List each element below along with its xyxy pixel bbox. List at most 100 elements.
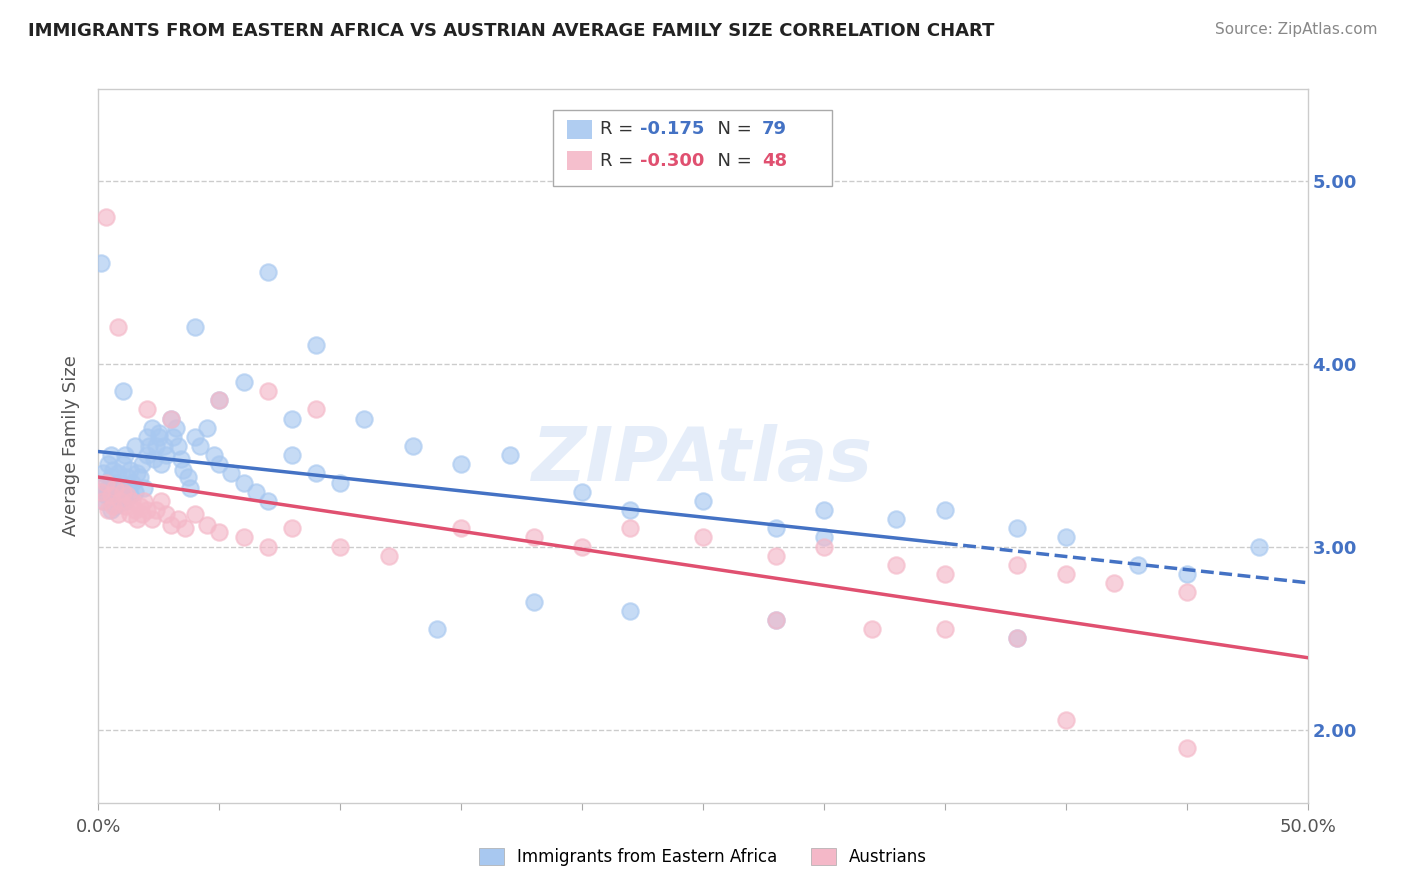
Point <box>692 531 714 545</box>
Point <box>91 467 114 481</box>
Text: R =: R = <box>600 120 640 138</box>
Point <box>498 448 520 462</box>
Point <box>101 488 124 502</box>
Point <box>150 494 173 508</box>
Text: 79: 79 <box>762 120 787 138</box>
Point <box>184 320 207 334</box>
Point <box>179 481 201 495</box>
Point <box>114 494 136 508</box>
Point <box>523 531 546 545</box>
Point <box>1175 585 1198 599</box>
Point <box>281 448 304 462</box>
Point <box>134 494 156 508</box>
Point <box>90 484 112 499</box>
Point <box>232 475 254 490</box>
Point <box>108 475 131 490</box>
Point <box>117 488 139 502</box>
Point <box>148 426 170 441</box>
Point <box>208 393 231 408</box>
Point <box>111 484 134 499</box>
Point <box>108 494 131 508</box>
Point <box>184 507 207 521</box>
Point <box>1175 567 1198 582</box>
Point <box>135 430 157 444</box>
Point <box>169 451 191 466</box>
Y-axis label: Average Family Size: Average Family Size <box>62 356 80 536</box>
Point <box>245 484 267 499</box>
Point <box>281 411 304 425</box>
Point <box>155 448 177 462</box>
Point <box>1249 540 1271 554</box>
Point <box>100 503 122 517</box>
Point <box>143 451 166 466</box>
Point <box>377 549 399 563</box>
Text: ZIPAtlas: ZIPAtlas <box>533 424 873 497</box>
Point <box>101 500 124 514</box>
Point <box>305 402 328 417</box>
Point <box>104 481 127 495</box>
Point <box>221 467 243 481</box>
Point <box>1007 558 1029 572</box>
Point <box>145 503 167 517</box>
Point <box>167 439 190 453</box>
Point <box>204 448 226 462</box>
Point <box>813 531 835 545</box>
Point <box>94 488 117 502</box>
Point <box>886 512 908 526</box>
Point <box>1102 576 1125 591</box>
Point <box>111 384 134 398</box>
Point <box>167 512 190 526</box>
Point <box>886 558 908 572</box>
Point <box>765 549 787 563</box>
Point <box>138 439 160 453</box>
Point <box>114 448 136 462</box>
Point <box>107 507 129 521</box>
Point <box>353 411 375 425</box>
Text: N =: N = <box>706 152 758 169</box>
Point <box>160 411 183 425</box>
Point <box>97 503 120 517</box>
Point <box>114 500 136 514</box>
Point <box>256 384 278 398</box>
Point <box>127 512 149 526</box>
Point <box>402 439 425 453</box>
Point <box>100 488 122 502</box>
Point <box>1007 631 1029 645</box>
Point <box>121 475 143 490</box>
Text: 48: 48 <box>762 152 787 169</box>
Point <box>141 420 163 434</box>
Point <box>188 439 211 453</box>
Point <box>523 594 546 608</box>
Point <box>97 458 120 472</box>
Point <box>91 494 114 508</box>
Point <box>124 484 146 499</box>
Point <box>107 467 129 481</box>
Point <box>118 507 141 521</box>
Point <box>160 411 183 425</box>
Point <box>91 494 114 508</box>
Text: R =: R = <box>600 152 640 169</box>
Point <box>232 531 254 545</box>
Point <box>94 475 117 490</box>
Point <box>1128 558 1150 572</box>
Point <box>571 540 593 554</box>
Point <box>128 470 150 484</box>
Point <box>619 503 641 517</box>
Point <box>184 430 207 444</box>
Point <box>619 521 641 535</box>
Point <box>765 521 787 535</box>
Point <box>208 393 231 408</box>
Point <box>118 488 141 502</box>
Point <box>208 524 231 539</box>
Point <box>765 613 787 627</box>
Point <box>281 521 304 535</box>
Point <box>135 402 157 417</box>
Point <box>256 540 278 554</box>
Point <box>860 622 883 636</box>
Point <box>450 521 472 535</box>
Point <box>934 567 956 582</box>
Point <box>124 439 146 453</box>
Point <box>124 503 146 517</box>
Point <box>256 265 278 279</box>
Point <box>117 470 139 484</box>
